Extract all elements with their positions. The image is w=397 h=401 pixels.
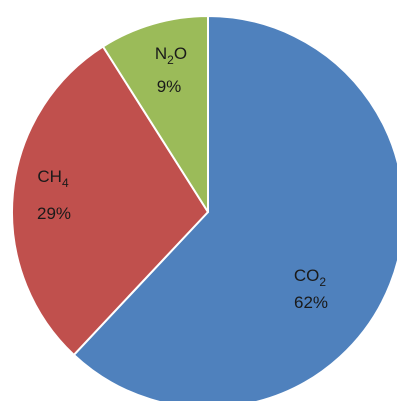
pie-slice-n2o (101, 15, 209, 213)
slice-name-n2o: N2O (155, 44, 187, 67)
pie-slice-co2 (72, 15, 397, 401)
slice-percent-co2: 62% (294, 293, 328, 312)
slice-name-co2: CO2 (294, 266, 327, 289)
pie-slices (11, 15, 397, 401)
pie-slice-ch4 (11, 45, 209, 356)
slice-name-ch4: CH4 (37, 167, 69, 190)
slice-percent-ch4: 29% (37, 204, 71, 223)
slice-percent-n2o: 9% (157, 77, 182, 96)
